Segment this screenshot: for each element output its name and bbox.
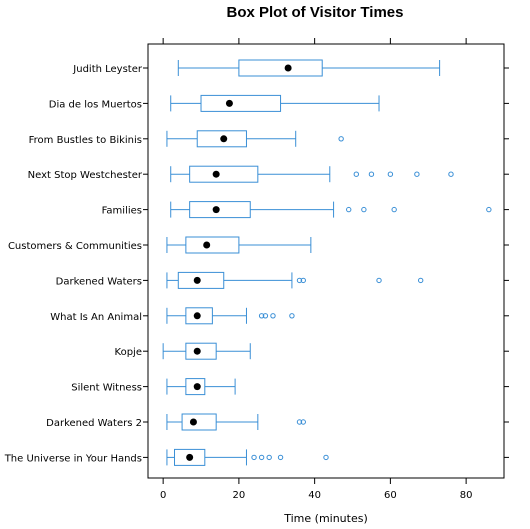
x-axis-label: Time (minutes) (283, 512, 368, 525)
outlier-point (258, 313, 265, 319)
outlier-point (376, 277, 382, 284)
outlier-point (391, 206, 397, 213)
box-10 (166, 413, 306, 431)
outlier-point (414, 171, 420, 177)
x-tick-label: 40 (308, 490, 321, 501)
category-label: Darkened Waters (56, 276, 142, 287)
box-11 (166, 448, 329, 466)
category-label: From Bustles to Bikinis (29, 135, 142, 146)
outlier-point (353, 171, 359, 177)
plot-frame (147, 43, 505, 479)
median-dot (186, 453, 194, 461)
box-0 (177, 59, 441, 77)
iqr-box (189, 201, 251, 219)
iqr-box (200, 94, 282, 112)
box-9 (166, 378, 236, 396)
iqr-box (238, 59, 323, 77)
median-dot (225, 99, 233, 107)
outlier-point (387, 171, 394, 177)
outlier-point (486, 206, 492, 213)
iqr-box (185, 342, 217, 360)
median-dot (212, 206, 220, 214)
outlier-point (417, 277, 424, 284)
chart-title: Box Plot of Visitor Times (227, 4, 404, 21)
outlier-point (448, 171, 454, 177)
outlier-point (270, 313, 276, 319)
box-6 (166, 271, 424, 289)
iqr-box (185, 236, 240, 254)
median-dot (193, 347, 201, 355)
outlier-point (346, 206, 352, 213)
median-dot (284, 64, 292, 72)
box-5 (166, 236, 312, 254)
category-labels: Judith Leyster Dia de los Muertos From Bus… (4, 64, 509, 464)
category-label: Dia de los Muertos (49, 99, 142, 110)
outlier-point (289, 313, 295, 319)
x-axis-ticks: 0 20 40 60 80 (160, 38, 473, 501)
outlier-point (258, 454, 265, 461)
category-label: Judith Leyster (72, 64, 143, 75)
category-label: Kopje (115, 347, 142, 358)
outlier-point (251, 454, 257, 461)
x-tick-label: 20 (233, 490, 246, 501)
category-label: What Is An Animal (50, 312, 142, 323)
outlier-point (266, 454, 272, 461)
outlier-point (296, 277, 303, 284)
category-label: Darkened Waters 2 (46, 418, 142, 429)
category-label: Customers & Communities (8, 241, 142, 252)
box-3 (170, 165, 454, 183)
median-dot (189, 418, 197, 426)
category-label: The Universe in Your Hands (4, 453, 142, 464)
outlier-point (368, 171, 375, 177)
outlier-point (300, 277, 306, 284)
category-label: Next Stop Westchester (28, 170, 143, 181)
outlier-point (361, 206, 367, 213)
iqr-box (189, 165, 259, 183)
iqr-box (177, 271, 225, 289)
box-8 (162, 342, 251, 360)
x-tick-label: 60 (384, 490, 397, 501)
outlier-point (277, 454, 284, 461)
median-dot (212, 170, 220, 178)
outlier-point (323, 454, 329, 461)
median-dot (193, 276, 201, 284)
median-dot (220, 135, 228, 143)
outlier-point (262, 313, 269, 319)
median-dot (193, 312, 201, 320)
outlier-point (338, 136, 344, 142)
boxes (162, 59, 492, 466)
category-label: Silent Witness (71, 383, 142, 394)
box-2 (166, 130, 344, 148)
median-dot (203, 241, 211, 249)
outlier-point (296, 419, 303, 425)
box-1 (170, 94, 380, 112)
iqr-box (181, 413, 217, 431)
category-label: Families (102, 206, 142, 217)
x-tick-label: 80 (460, 490, 473, 501)
x-tick-label: 0 (160, 490, 166, 501)
median-dot (193, 383, 201, 391)
box-7 (166, 307, 295, 325)
box-4 (170, 201, 492, 219)
outlier-point (300, 419, 306, 425)
